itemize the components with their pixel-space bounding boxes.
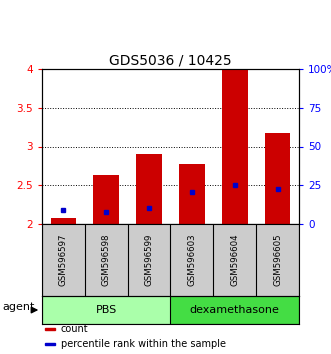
Bar [45, 343, 55, 345]
Text: GSM596597: GSM596597 [59, 234, 68, 286]
Bar [42, 296, 170, 324]
Text: GSM596605: GSM596605 [273, 234, 282, 286]
Bar [222, 69, 248, 224]
Bar [179, 164, 205, 224]
Bar [170, 296, 299, 324]
Bar [265, 132, 290, 224]
Text: GSM596603: GSM596603 [187, 234, 196, 286]
Text: count: count [61, 324, 88, 333]
Bar [136, 154, 162, 224]
Text: dexamethasone: dexamethasone [190, 305, 280, 315]
Bar [51, 218, 76, 224]
Text: percentile rank within the sample: percentile rank within the sample [61, 339, 225, 349]
Bar [93, 175, 119, 224]
Text: PBS: PBS [96, 305, 117, 315]
Text: agent: agent [2, 302, 34, 312]
Text: GSM596599: GSM596599 [145, 234, 154, 286]
Text: GSM596604: GSM596604 [230, 234, 239, 286]
Bar [45, 328, 55, 330]
Text: GSM596598: GSM596598 [102, 234, 111, 286]
Title: GDS5036 / 10425: GDS5036 / 10425 [109, 54, 232, 68]
